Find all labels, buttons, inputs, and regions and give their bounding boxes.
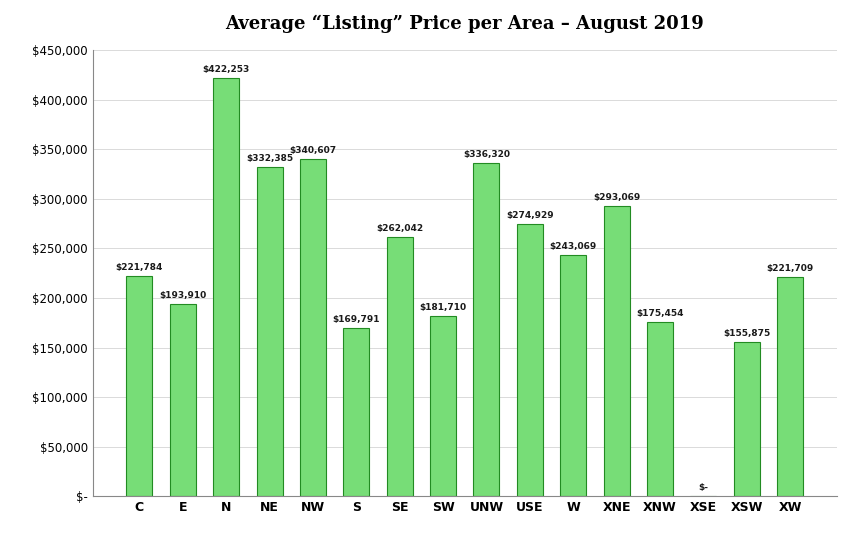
Bar: [603, 206, 630, 496]
Bar: [430, 316, 456, 496]
Bar: [213, 78, 239, 496]
Bar: [517, 224, 543, 496]
Text: $181,710: $181,710: [419, 303, 467, 312]
Text: $293,069: $293,069: [593, 193, 640, 202]
Bar: [256, 167, 283, 496]
Text: $243,069: $243,069: [550, 242, 597, 252]
Bar: [387, 237, 412, 496]
Bar: [343, 328, 369, 496]
Text: $336,320: $336,320: [463, 150, 510, 159]
Bar: [777, 276, 803, 496]
Text: $221,709: $221,709: [767, 264, 814, 273]
Bar: [647, 322, 673, 496]
Text: $340,607: $340,607: [290, 146, 337, 154]
Text: $175,454: $175,454: [636, 309, 684, 319]
Bar: [170, 304, 196, 496]
Text: $169,791: $169,791: [332, 315, 380, 324]
Text: $332,385: $332,385: [246, 154, 293, 163]
Text: $262,042: $262,042: [376, 224, 423, 233]
Text: $422,253: $422,253: [203, 65, 250, 74]
Text: $193,910: $193,910: [159, 291, 206, 300]
Text: $221,784: $221,784: [116, 264, 163, 273]
Bar: [474, 163, 499, 496]
Text: $-: $-: [699, 483, 708, 492]
Bar: [300, 159, 326, 496]
Bar: [734, 342, 760, 496]
Text: $274,929: $274,929: [506, 211, 554, 220]
Bar: [561, 255, 586, 496]
Title: Average “Listing” Price per Area – August 2019: Average “Listing” Price per Area – Augus…: [226, 15, 704, 33]
Text: $155,875: $155,875: [723, 329, 770, 338]
Bar: [126, 276, 153, 496]
